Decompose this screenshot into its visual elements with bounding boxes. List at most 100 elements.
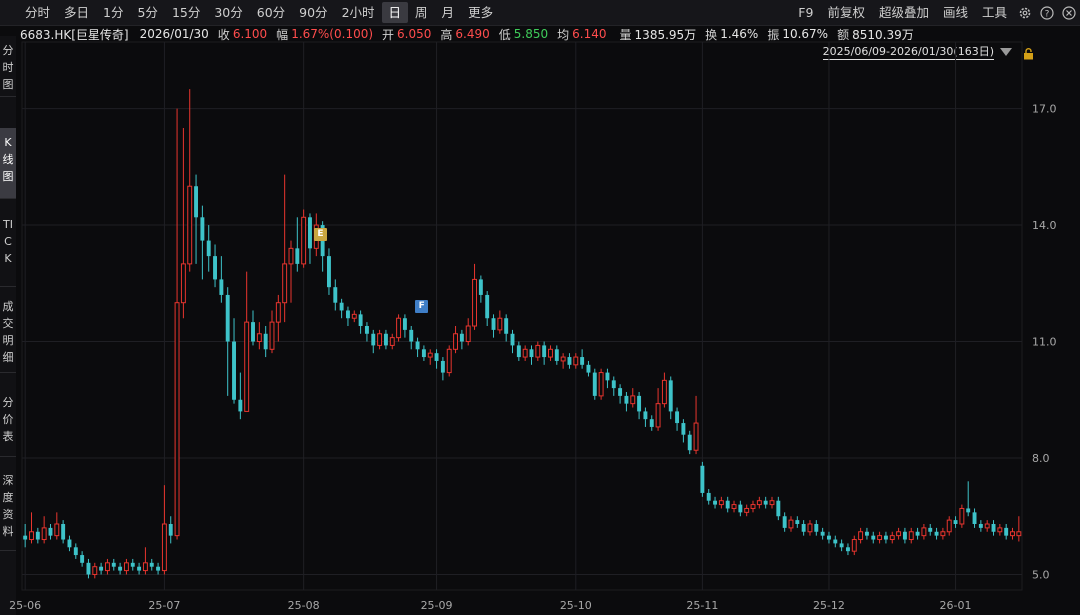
- range-dropdown-triangle-icon[interactable]: [1000, 48, 1012, 56]
- sidebar-tab-label: 分时图: [2, 44, 14, 91]
- candle-body-up: [535, 344, 541, 358]
- change-value: 1.67%(0.100): [291, 27, 374, 41]
- candle-body-down: [194, 186, 199, 218]
- adjust-button[interactable]: 前复权: [827, 5, 865, 20]
- candle-body-up: [940, 531, 946, 537]
- candle-body-up: [396, 317, 402, 339]
- candle-body-down: [516, 345, 521, 358]
- candle-body-down: [605, 372, 610, 381]
- candle-body-up: [142, 562, 148, 572]
- sidebar-tab-kline[interactable]: K线图: [0, 128, 16, 199]
- candle-body-down: [649, 419, 654, 427]
- candle-body-down: [668, 380, 673, 412]
- candle-body-up: [997, 527, 1003, 533]
- toolbar-right: F9 前复权 超级叠加 画线 工具 ?: [791, 0, 1080, 25]
- period-tab[interactable]: 分时: [25, 5, 51, 20]
- sidebar-tab-tick[interactable]: TICK: [0, 210, 16, 287]
- candle-body-up: [573, 356, 579, 366]
- overlay-button[interactable]: 超级叠加: [878, 5, 929, 20]
- candle-body-down: [624, 395, 629, 404]
- f9-button[interactable]: F9: [798, 5, 814, 20]
- candle-body-down: [137, 566, 142, 571]
- close-icon[interactable]: [1058, 2, 1080, 24]
- candle-body-down: [364, 326, 369, 334]
- sidebar-tab-label: 成交明细: [2, 300, 14, 364]
- candle-body-down: [200, 217, 205, 241]
- candle-body-down: [782, 516, 787, 528]
- candle-body-up: [351, 313, 357, 319]
- period-tab[interactable]: 30分: [214, 5, 243, 20]
- sidebar-tab-trades[interactable]: 成交明细: [0, 292, 16, 373]
- candle-body-up: [465, 325, 471, 343]
- candle-body-down: [371, 333, 376, 346]
- candle-body-up: [921, 527, 927, 537]
- event-marker[interactable]: F: [415, 299, 429, 313]
- candle-body-down: [440, 360, 445, 373]
- candle-body-down: [871, 535, 876, 540]
- candle-body-down: [978, 524, 983, 528]
- period-tab[interactable]: 90分: [299, 5, 328, 20]
- x-tick-label: 25-09: [421, 599, 453, 612]
- candle-body-down: [966, 508, 971, 513]
- amount-value: 8510.39万: [852, 27, 914, 42]
- candle-body-up: [1016, 531, 1022, 537]
- period-tab[interactable]: 更多: [468, 5, 494, 20]
- candle-body-down: [358, 314, 363, 326]
- candle-body-up: [269, 321, 275, 350]
- candle-body-up: [959, 507, 965, 525]
- candle-body-down: [510, 333, 515, 346]
- period-tab[interactable]: 15分: [171, 5, 201, 20]
- quote-info-bar: 6683.HK[巨星传奇] 2026/01/30 收 6.100 幅 1.67%(0…: [20, 25, 917, 43]
- date-range-selector[interactable]: 2025/06/09-2026/01/30(163日): [822, 45, 994, 60]
- candle-body-down: [504, 318, 509, 334]
- close-value: 6.100: [232, 27, 268, 41]
- candle-body-down: [972, 512, 977, 524]
- candle-body-down: [637, 395, 642, 412]
- candle-body-down: [35, 531, 40, 540]
- y-tick-label: 8.0: [1032, 452, 1050, 465]
- period-tab[interactable]: 日: [381, 2, 409, 23]
- candle-body-up: [560, 356, 566, 362]
- candle-body-down: [953, 520, 958, 524]
- period-tab[interactable]: 1分: [103, 5, 124, 20]
- tools-button[interactable]: 工具: [981, 5, 1007, 20]
- draw-button[interactable]: 画线: [942, 5, 968, 20]
- sidebar-tab-depth[interactable]: 深度资料: [0, 466, 16, 551]
- candle-body-down: [86, 562, 91, 575]
- candle-body-down: [213, 256, 217, 280]
- period-tab[interactable]: 60分: [256, 5, 286, 20]
- candle-body-down: [820, 531, 825, 536]
- candle-body-down: [118, 566, 123, 571]
- candle-body-down: [149, 562, 154, 567]
- candle-body-up: [908, 531, 914, 541]
- sidebar-tab-timeshare[interactable]: 分时图: [0, 40, 16, 97]
- period-tab[interactable]: 周: [415, 5, 428, 20]
- candle-body-down: [99, 566, 104, 571]
- open-label: 开: [382, 27, 395, 42]
- candle-body-down: [883, 535, 888, 540]
- candle-body-down: [738, 504, 743, 513]
- candle-body-down: [845, 547, 850, 552]
- x-tick-label: 25-12: [813, 599, 845, 612]
- period-tab[interactable]: 多日: [64, 5, 90, 20]
- period-tab[interactable]: 5分: [137, 5, 158, 20]
- candle-body-up: [275, 302, 281, 323]
- candle-body-down: [934, 531, 939, 536]
- candle-body-up: [984, 523, 990, 529]
- event-marker[interactable]: E: [313, 227, 327, 241]
- candle-body-down: [345, 310, 350, 319]
- period-tab[interactable]: 月: [441, 5, 455, 20]
- plot-frame: [21, 41, 1023, 591]
- lock-icon[interactable]: [1023, 45, 1034, 64]
- candle-body-up: [161, 523, 167, 572]
- candle-body-up: [54, 523, 60, 537]
- sidebar-tab-label: 分价表: [2, 396, 14, 443]
- help-icon[interactable]: ?: [1036, 2, 1058, 24]
- settings-gear-icon[interactable]: [1014, 2, 1036, 24]
- candle-body-down: [827, 535, 831, 540]
- candle-body-up: [788, 519, 794, 529]
- sidebar-tab-price-table[interactable]: 分价表: [0, 388, 16, 457]
- candle-body-down: [795, 520, 800, 524]
- period-tab[interactable]: 2小时: [341, 5, 375, 20]
